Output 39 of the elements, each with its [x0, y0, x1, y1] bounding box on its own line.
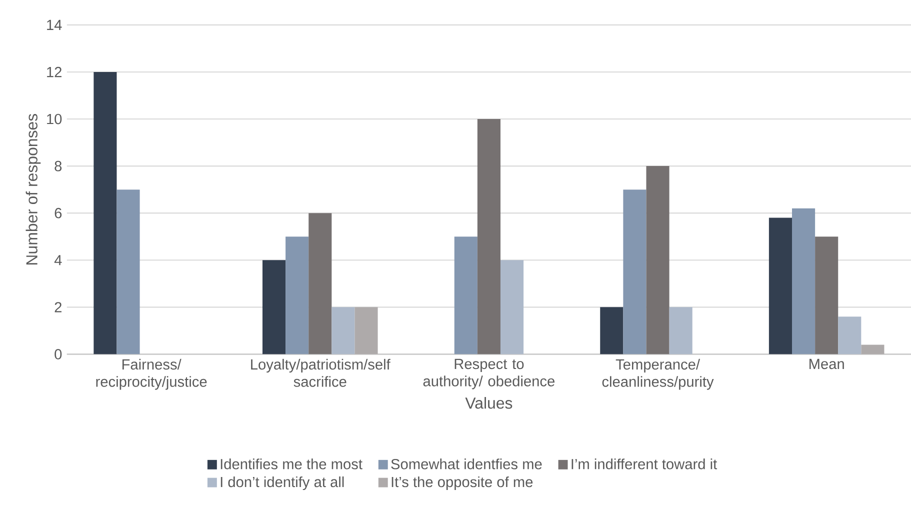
bar: [815, 236, 838, 354]
y-tick-label: 0: [54, 348, 62, 360]
legend-label: Somewhat identfies me: [391, 458, 542, 470]
bar: [262, 260, 286, 354]
bar: [94, 72, 117, 354]
bar: [768, 218, 792, 354]
x-tick-label: Mean: [810, 358, 844, 369]
legend-label: It’s the opposite of me: [392, 476, 533, 490]
y-tick-label: 12: [47, 66, 62, 77]
bar: [332, 306, 355, 354]
bar: [354, 306, 378, 354]
bar: [286, 236, 309, 354]
x-axis-title: Values: [465, 396, 512, 409]
bar: [623, 189, 646, 354]
bar: [600, 306, 624, 354]
y-tick-label: 6: [54, 208, 62, 218]
y-tick-label: 2: [54, 302, 62, 312]
bar: [116, 189, 140, 354]
bar: [669, 306, 692, 354]
y-tick-label: 14: [47, 20, 62, 30]
y-tick-label: 8: [54, 160, 62, 172]
x-tick-label: Fairness/ reciprocity/justice: [96, 358, 207, 390]
bar: [500, 260, 524, 354]
bar: [308, 212, 332, 354]
bar: [838, 316, 862, 354]
y-tick-label: 10: [47, 114, 62, 124]
bar: [477, 118, 500, 354]
legend-label: I don’t identify at all: [220, 476, 344, 490]
bar: [861, 344, 884, 354]
legend-label: Identifies me the most: [220, 458, 362, 470]
x-tick-label: Respect to authority/ obedience: [423, 358, 554, 390]
y-tick-label: 4: [54, 254, 62, 265]
bar: [454, 236, 478, 354]
legend-label: I’m indifferent toward it: [572, 458, 718, 470]
y-axis-title: Number of responses: [26, 114, 41, 264]
bar: [646, 166, 670, 354]
bar: [792, 208, 816, 354]
x-tick-label: Temperance/ cleanliness/purity: [602, 358, 714, 390]
x-tick-label: Loyalty/patriotism/self sacrifice: [251, 358, 390, 387]
